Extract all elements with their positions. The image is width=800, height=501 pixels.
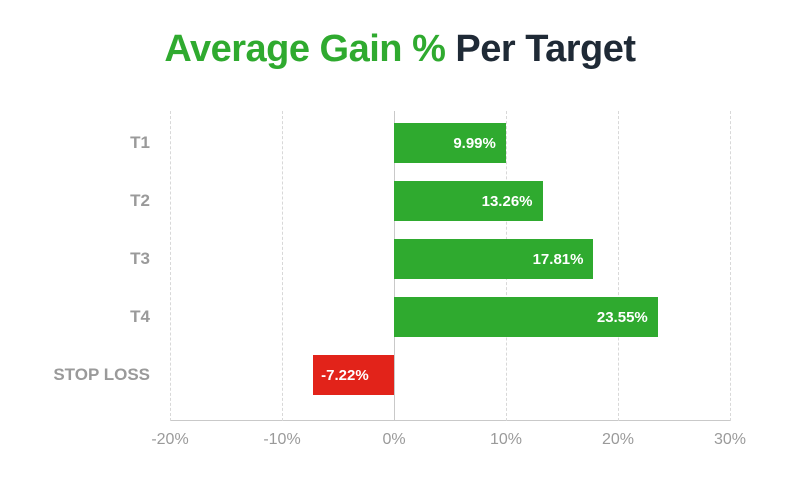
bar: -7.22% xyxy=(313,355,394,395)
chart-container: -20% -10% 0% 10% 20% 30% T1 9.99% T2 13.26% T3 17.8… xyxy=(40,111,760,481)
grid-line xyxy=(282,111,283,421)
y-tick-label: T4 xyxy=(40,307,160,327)
bar: 13.26% xyxy=(394,181,543,221)
chart-title-rest: Per Target xyxy=(445,28,635,70)
bar-value-label: 17.81% xyxy=(533,251,584,268)
x-tick-label: 0% xyxy=(382,431,405,449)
bar-value-label: 13.26% xyxy=(482,193,533,210)
chart-title-accent: Average Gain % xyxy=(164,28,445,70)
bar: 17.81% xyxy=(394,239,593,279)
x-tick-label: -20% xyxy=(151,431,188,449)
chart-title: Average Gain % Per Target xyxy=(0,28,800,71)
x-tick-label: -10% xyxy=(263,431,300,449)
bar-value-label: -7.22% xyxy=(321,367,369,384)
grid-line xyxy=(730,111,731,421)
x-tick-label: 10% xyxy=(490,431,522,449)
y-tick-label: T1 xyxy=(40,133,160,153)
y-tick-label: T3 xyxy=(40,249,160,269)
y-tick-label: STOP LOSS xyxy=(40,365,160,385)
x-axis-line xyxy=(170,420,730,421)
bar: 9.99% xyxy=(394,123,506,163)
bar-value-label: 9.99% xyxy=(453,135,496,152)
grid-line xyxy=(170,111,171,421)
grid-line xyxy=(618,111,619,421)
x-tick-label: 30% xyxy=(714,431,746,449)
x-tick-label: 20% xyxy=(602,431,634,449)
bar: 23.55% xyxy=(394,297,658,337)
y-tick-label: T2 xyxy=(40,191,160,211)
bar-value-label: 23.55% xyxy=(597,309,648,326)
chart-plot-area: -20%-10%0%10%20%30%T19.99%T213.26%T317.8… xyxy=(170,111,730,421)
